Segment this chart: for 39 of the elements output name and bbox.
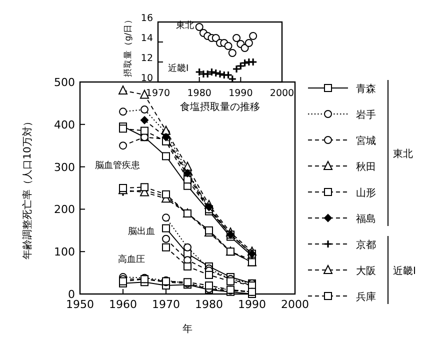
text: 近畿Ⅰ bbox=[393, 265, 416, 277]
x-axis-title: 年 bbox=[182, 323, 192, 335]
y-tick-label: 0 bbox=[68, 288, 75, 301]
y-tick-label: 100 bbox=[54, 246, 75, 259]
y-tick-label: 16 bbox=[140, 13, 153, 24]
legend-label: 山形 bbox=[356, 187, 376, 199]
y-tick-label: 200 bbox=[54, 203, 75, 216]
y-tick-label: 10 bbox=[140, 73, 153, 84]
legend-label: 青森 bbox=[356, 83, 376, 95]
y-tick-label: 12 bbox=[140, 53, 153, 64]
x-tick-label: 1990 bbox=[228, 88, 253, 99]
x-tick-label: 1970 bbox=[152, 298, 180, 311]
y-tick-label: 500 bbox=[54, 76, 75, 89]
annotation: 近畿Ⅰ bbox=[168, 63, 189, 74]
legend-label: 福島 bbox=[356, 213, 376, 225]
legend-label: 大阪 bbox=[356, 265, 376, 277]
y-axis-title: 年齢調整死亡率（人口10万対） bbox=[22, 116, 34, 260]
annotation: 脳血管疾患 bbox=[95, 160, 140, 171]
y-tick-label: 300 bbox=[54, 160, 75, 174]
x-tick-label: 1970 bbox=[146, 88, 170, 99]
legend-label: 京都 bbox=[356, 239, 376, 251]
x-tick-label: 1960 bbox=[109, 298, 137, 311]
x-axis-title: 食塩摂取量の推移 bbox=[180, 101, 260, 113]
legend-label: 宮城 bbox=[356, 135, 376, 147]
y-tick-label: 400 bbox=[54, 118, 75, 132]
legend-label: 岩手 bbox=[356, 109, 376, 121]
x-tick-label: 1950 bbox=[66, 298, 94, 311]
y-tick-label: 14 bbox=[140, 33, 153, 44]
x-tick-label: 1980 bbox=[187, 88, 212, 99]
y-axis-title: 摂取量（g/日） bbox=[122, 14, 134, 78]
legend-label: 兵庫 bbox=[356, 291, 376, 303]
x-tick-label: 1980 bbox=[195, 298, 223, 311]
text: 東北 bbox=[393, 148, 413, 160]
annotation: 脳出血 bbox=[128, 226, 155, 237]
legend-label: 秋田 bbox=[356, 161, 376, 173]
annotation: 高血圧 bbox=[118, 254, 145, 265]
x-tick-label: 1990 bbox=[238, 298, 266, 311]
x-tick-label: 2000 bbox=[281, 298, 309, 311]
x-tick-label: 2000 bbox=[270, 88, 294, 99]
